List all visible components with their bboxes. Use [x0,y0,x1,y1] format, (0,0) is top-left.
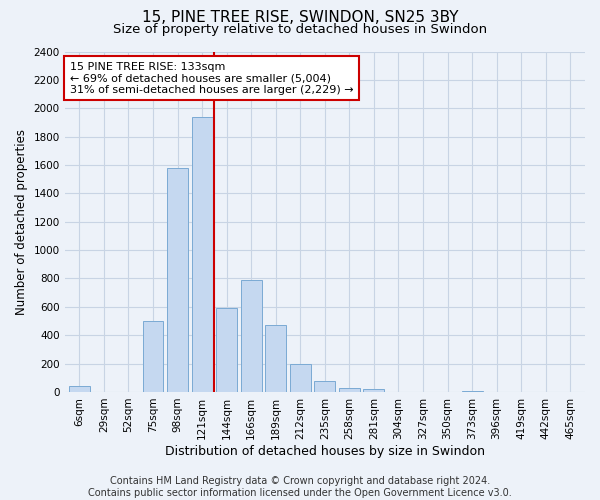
Bar [216,308,237,392]
Bar [364,389,385,392]
Bar [314,380,335,392]
Bar [167,168,188,392]
Bar [241,280,262,392]
Bar [265,326,286,392]
Text: 15, PINE TREE RISE, SWINDON, SN25 3BY: 15, PINE TREE RISE, SWINDON, SN25 3BY [142,10,458,25]
Bar [339,388,360,392]
Text: Contains HM Land Registry data © Crown copyright and database right 2024.
Contai: Contains HM Land Registry data © Crown c… [88,476,512,498]
Text: 15 PINE TREE RISE: 133sqm
← 69% of detached houses are smaller (5,004)
31% of se: 15 PINE TREE RISE: 133sqm ← 69% of detac… [70,62,353,95]
Bar [290,364,311,392]
Bar [191,117,212,392]
X-axis label: Distribution of detached houses by size in Swindon: Distribution of detached houses by size … [165,444,485,458]
Bar [461,390,482,392]
Bar [143,321,163,392]
Bar [69,386,90,392]
Y-axis label: Number of detached properties: Number of detached properties [15,128,28,314]
Text: Size of property relative to detached houses in Swindon: Size of property relative to detached ho… [113,22,487,36]
